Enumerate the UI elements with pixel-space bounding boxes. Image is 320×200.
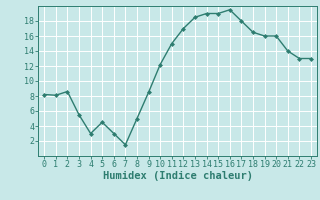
- X-axis label: Humidex (Indice chaleur): Humidex (Indice chaleur): [103, 171, 252, 181]
